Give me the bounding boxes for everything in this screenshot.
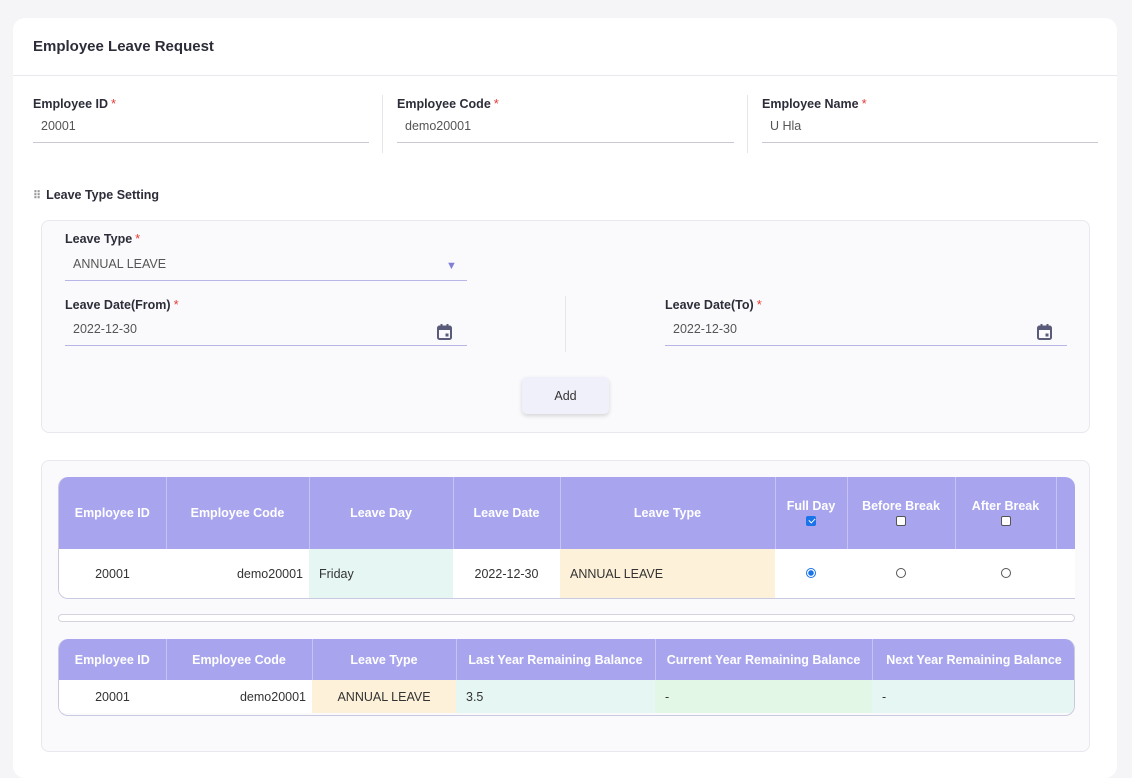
- cell-employee-id: 20001: [59, 549, 166, 598]
- dropdown-arrow-icon[interactable]: ▼: [446, 260, 457, 272]
- employee-name-field: Employee Name * U Hla: [762, 96, 1098, 143]
- horizontal-scrollbar[interactable]: [58, 614, 1075, 622]
- leave-date-to-field: Leave Date(To) * 2022-12-30: [665, 297, 1067, 346]
- required-mark: *: [173, 297, 179, 312]
- required-mark: *: [861, 96, 867, 111]
- col-leave-type: Leave Type: [312, 639, 457, 680]
- col-employee-code: Employee Code: [166, 639, 313, 680]
- col-employee-code: Employee Code: [166, 477, 310, 549]
- section-leave-type-setting: ⠿ Leave Type Setting: [33, 188, 159, 202]
- cell-employee-code: demo20001: [166, 549, 309, 598]
- leave-date-to-input[interactable]: 2022-12-30: [665, 317, 1067, 346]
- card-header: Employee Leave Request: [13, 18, 1117, 76]
- employee-name-label: Employee Name: [762, 97, 859, 111]
- add-button[interactable]: Add: [522, 377, 609, 414]
- cell-extra: [1056, 549, 1075, 598]
- after-break-radio[interactable]: [1000, 567, 1011, 578]
- leave-type-select[interactable]: ANNUAL LEAVE: [65, 252, 467, 281]
- employee-id-label: Employee ID: [33, 97, 109, 111]
- employee-id-field: Employee ID * 20001: [33, 96, 369, 143]
- cell-current-year-balance: -: [655, 680, 872, 713]
- employee-id-input[interactable]: 20001: [33, 114, 369, 143]
- cell-leave-date: 2022-12-30: [453, 549, 560, 598]
- required-mark: *: [493, 96, 499, 111]
- required-mark: *: [111, 96, 117, 111]
- leave-request-card: Employee Leave Request Employee ID * 2000…: [13, 18, 1117, 778]
- col-full-day: Full Day: [775, 477, 848, 549]
- before-break-radio[interactable]: [896, 567, 906, 578]
- col-last-year-balance: Last Year Remaining Balance: [456, 639, 656, 680]
- col-full-day-label: Full Day: [786, 499, 836, 513]
- col-employee-id: Employee ID: [59, 639, 167, 680]
- cell-leave-day: Friday: [309, 549, 453, 598]
- col-extra: [1056, 477, 1075, 549]
- col-after-break: After Break: [955, 477, 1057, 549]
- divider: [565, 296, 566, 352]
- section-title: Leave Type Setting: [46, 188, 160, 202]
- leave-type-field: Leave Type * ANNUAL LEAVE ▼: [65, 231, 467, 281]
- leave-tables-panel: Employee ID Employee Code Leave Day Leav…: [41, 460, 1090, 752]
- divider: [747, 95, 748, 153]
- employee-code-label: Employee Code: [397, 97, 491, 111]
- table-row: 20001 demo20001 Friday 2022-12-30 ANNUAL…: [59, 549, 1075, 598]
- table-row: 20001 demo20001 ANNUAL LEAVE 3.5 - -: [59, 680, 1074, 713]
- col-employee-id: Employee ID: [59, 477, 167, 549]
- table-header-row: Employee ID Employee Code Leave Type Las…: [59, 639, 1074, 680]
- full-day-header-checkbox[interactable]: [806, 515, 816, 526]
- cell-last-year-balance: 3.5: [456, 680, 655, 713]
- leave-date-from-label: Leave Date(From): [65, 298, 171, 312]
- leave-date-from-input[interactable]: 2022-12-30: [65, 317, 467, 346]
- col-current-year-balance: Current Year Remaining Balance: [655, 639, 873, 680]
- required-mark: *: [756, 297, 762, 312]
- divider: [382, 95, 383, 153]
- employee-code-input[interactable]: demo20001: [397, 114, 734, 143]
- employee-name-input[interactable]: U Hla: [762, 114, 1098, 143]
- col-before-break-label: Before Break: [862, 499, 940, 513]
- employee-code-field: Employee Code * demo20001: [397, 96, 734, 143]
- after-break-header-checkbox[interactable]: [1000, 515, 1011, 526]
- col-leave-date: Leave Date: [453, 477, 561, 549]
- col-next-year-balance: Next Year Remaining Balance: [872, 639, 1074, 680]
- leave-balance-table: Employee ID Employee Code Leave Type Las…: [58, 639, 1075, 716]
- cell-before-break: [847, 549, 955, 598]
- col-leave-type: Leave Type: [560, 477, 776, 549]
- drag-handle-icon[interactable]: ⠿: [33, 189, 41, 202]
- cell-leave-type: ANNUAL LEAVE: [312, 680, 456, 713]
- page-title: Employee Leave Request: [33, 38, 214, 55]
- leave-date-from-field: Leave Date(From) * 2022-12-30: [65, 297, 467, 346]
- calendar-icon[interactable]: [1037, 324, 1052, 340]
- required-mark: *: [135, 231, 141, 246]
- col-leave-day: Leave Day: [309, 477, 454, 549]
- cell-next-year-balance: -: [872, 680, 1074, 713]
- full-day-radio[interactable]: [806, 567, 816, 578]
- col-after-break-label: After Break: [971, 499, 1040, 513]
- leave-type-label: Leave Type: [65, 232, 133, 246]
- table-header-row: Employee ID Employee Code Leave Day Leav…: [59, 477, 1075, 549]
- cell-after-break: [955, 549, 1056, 598]
- cell-employee-id: 20001: [59, 680, 166, 713]
- cell-leave-type: ANNUAL LEAVE: [560, 549, 775, 598]
- col-before-break: Before Break: [847, 477, 956, 549]
- cell-employee-code: demo20001: [166, 680, 312, 713]
- cell-full-day: [775, 549, 847, 598]
- before-break-header-checkbox[interactable]: [896, 515, 906, 526]
- leave-detail-table: Employee ID Employee Code Leave Day Leav…: [58, 477, 1075, 599]
- leave-date-to-label: Leave Date(To): [665, 298, 754, 312]
- calendar-icon[interactable]: [437, 324, 452, 340]
